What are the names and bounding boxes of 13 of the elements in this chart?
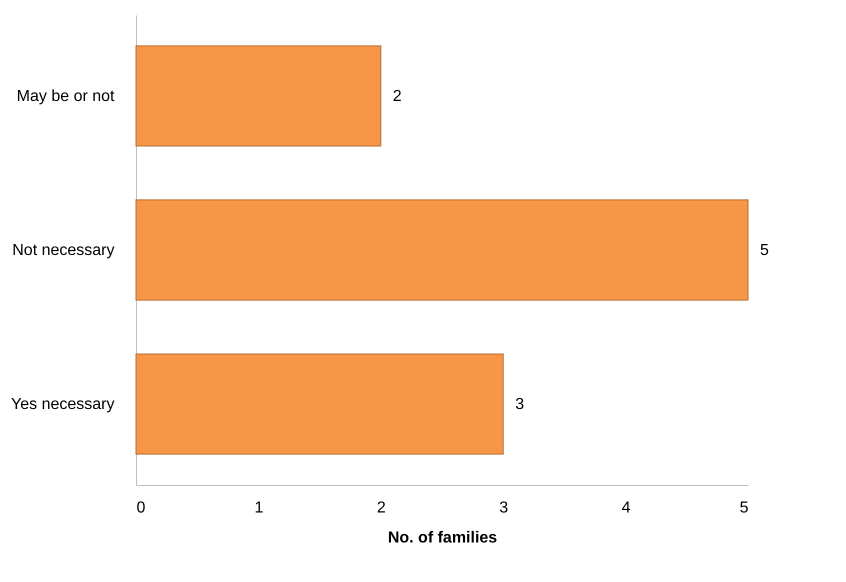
x-tick-label: 2 — [376, 500, 386, 516]
x-tick-label: 4 — [622, 500, 631, 516]
data-label: 3 — [515, 396, 524, 414]
y-tick-label: May be or not — [16, 88, 116, 105]
x-tick-label: 1 — [254, 500, 264, 516]
x-axis-title: No. of families — [388, 530, 498, 546]
data-label: 5 — [760, 242, 769, 259]
y-tick-label: Yes necessary — [11, 396, 114, 414]
data-label: 2 — [392, 88, 402, 105]
x-tick-label: 5 — [740, 500, 749, 516]
x-tick-label: 0 — [136, 500, 146, 516]
y-tick-label: Not necessary — [12, 242, 114, 259]
x-tick-label: 3 — [499, 500, 508, 516]
